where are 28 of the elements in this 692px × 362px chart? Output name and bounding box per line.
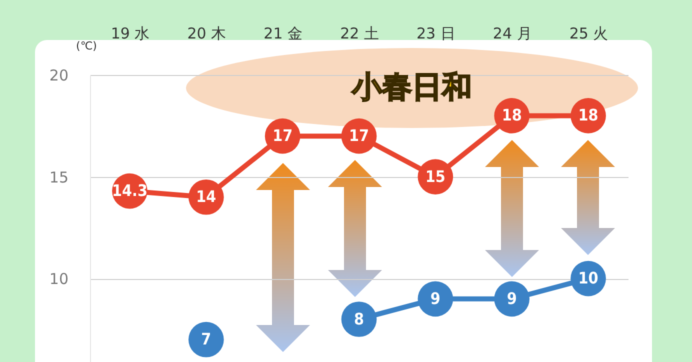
x-tick-label: 20 木 <box>187 24 226 42</box>
y-tick-label: 15 <box>49 168 68 186</box>
x-tick-label: 25 火 <box>569 24 608 42</box>
data-label: 8 <box>354 309 364 328</box>
y-axis-title: (℃) <box>76 40 97 52</box>
data-label: 15 <box>425 166 446 186</box>
data-label: 9 <box>430 288 440 308</box>
data-label: 17 <box>348 126 370 146</box>
data-label: 18 <box>578 106 598 125</box>
x-tick-label: 19 水 <box>110 24 150 42</box>
x-tick-label: 22 土 <box>340 24 379 42</box>
data-label: 10 <box>578 268 598 288</box>
x-tick-label: 21 金 <box>264 24 303 42</box>
x-tick-label: 23 日 <box>416 24 456 42</box>
x-tick-label: 24 月 <box>492 24 532 42</box>
y-tick-label: 10 <box>49 270 68 288</box>
data-label: 14.3 <box>112 181 148 200</box>
point <box>418 281 454 317</box>
point <box>341 302 377 337</box>
data-label: 9 <box>506 288 517 308</box>
annotation: 小春日和 <box>351 70 472 105</box>
data-label: 14 <box>196 187 216 206</box>
data-label: 7 <box>201 330 212 349</box>
y-tick-label: 20 <box>49 66 68 84</box>
data-label: 18 <box>502 106 522 125</box>
data-label: 17 <box>272 126 293 146</box>
point <box>188 322 224 358</box>
point <box>494 281 530 317</box>
